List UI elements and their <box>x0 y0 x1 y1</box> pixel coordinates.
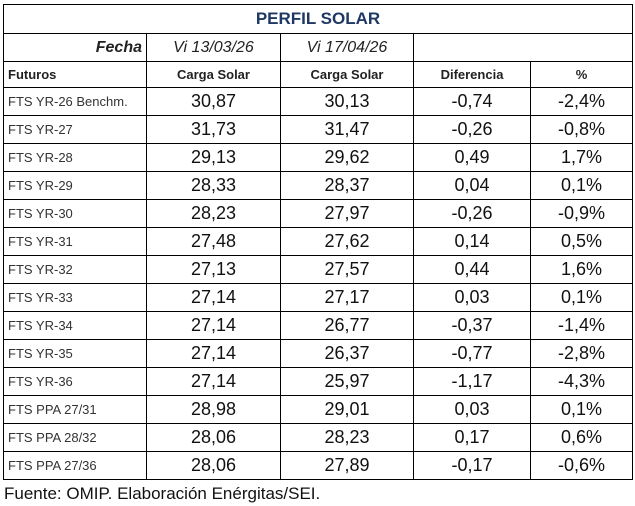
table-row: FTS YR-33 27,14 27,17 0,03 0,1% <box>3 283 634 312</box>
table-title: PERFIL SOLAR <box>2 4 634 34</box>
percent: -2,4% <box>529 87 634 116</box>
table-row: FTS YR-34 27,14 26,77 -0,37 -1,4% <box>3 311 634 340</box>
header-carga-2: Carga Solar <box>280 61 414 88</box>
percent: -0,9% <box>529 199 634 228</box>
futures-name: FTS PPA 28/32 <box>3 423 147 452</box>
carga-solar-1: 27,13 <box>146 255 281 284</box>
carga-solar-2: 30,13 <box>280 87 414 116</box>
diferencia: 0,44 <box>413 255 531 284</box>
percent: 0,5% <box>529 227 634 256</box>
futures-name: FTS YR-34 <box>3 311 147 340</box>
carga-solar-1: 27,14 <box>146 311 281 340</box>
carga-solar-2: 28,23 <box>280 423 414 452</box>
futures-name: FTS YR-36 <box>3 367 147 396</box>
diferencia: 0,03 <box>413 395 531 424</box>
carga-solar-2: 26,77 <box>280 311 414 340</box>
header-carga-1: Carga Solar <box>146 61 281 88</box>
carga-solar-1: 31,73 <box>146 115 281 144</box>
table-row: FTS YR-30 28,23 27,97 -0,26 -0,9% <box>3 199 634 228</box>
futures-name: FTS YR-28 <box>3 143 147 172</box>
table-row: FTS PPA 27/36 28,06 27,89 -0,17 -0,6% <box>3 451 634 480</box>
carga-solar-2: 27,57 <box>280 255 414 284</box>
futures-name: FTS PPA 27/31 <box>3 395 147 424</box>
carga-solar-1: 29,13 <box>146 143 281 172</box>
carga-solar-2: 29,01 <box>280 395 414 424</box>
percent: 1,6% <box>529 255 634 284</box>
header-futuros: Futuros <box>3 61 147 88</box>
diferencia: 0,04 <box>413 171 531 200</box>
carga-solar-2: 27,89 <box>280 451 414 480</box>
table-row: FTS YR-27 31,73 31,47 -0,26 -0,8% <box>3 115 634 144</box>
source-note: Fuente: OMIP. Elaboración Enérgitas/SEI. <box>4 484 321 503</box>
diferencia: -0,17 <box>413 451 531 480</box>
percent: -2,8% <box>529 339 634 368</box>
solar-profile-table: PERFIL SOLAR Fecha Vi 13/03/26 Vi 17/04/… <box>2 4 634 480</box>
futures-name: FTS YR-30 <box>3 199 147 228</box>
carga-solar-2: 28,37 <box>280 171 414 200</box>
carga-solar-1: 27,48 <box>146 227 281 256</box>
carga-solar-1: 28,06 <box>146 451 281 480</box>
percent: 0,1% <box>529 171 634 200</box>
percent: 0,1% <box>529 395 634 424</box>
carga-solar-1: 28,98 <box>146 395 281 424</box>
diferencia: 0,17 <box>413 423 531 452</box>
futures-name: FTS YR-31 <box>3 227 147 256</box>
futures-name: FTS YR-27 <box>3 115 147 144</box>
futures-name: FTS YR-32 <box>3 255 147 284</box>
table-row: FTS YR-32 27,13 27,57 0,44 1,6% <box>3 255 634 284</box>
percent: -0,6% <box>529 451 634 480</box>
carga-solar-1: 30,87 <box>146 87 281 116</box>
diferencia: 0,03 <box>413 283 531 312</box>
carga-solar-1: 27,14 <box>146 367 281 396</box>
table-row: FTS YR-36 27,14 25,97 -1,17 -4,3% <box>3 367 634 396</box>
carga-solar-2: 26,37 <box>280 339 414 368</box>
table-row: FTS YR-28 29,13 29,62 0,49 1,7% <box>3 143 634 172</box>
percent: -4,3% <box>529 367 634 396</box>
futures-name: FTS YR-35 <box>3 339 147 368</box>
diferencia: -0,77 <box>413 339 531 368</box>
table-row: FTS YR-29 28,33 28,37 0,04 0,1% <box>3 171 634 200</box>
diferencia: -0,74 <box>413 87 531 116</box>
carga-solar-1: 28,06 <box>146 423 281 452</box>
futures-name: FTS PPA 27/36 <box>3 451 147 480</box>
futures-name: FTS YR-29 <box>3 171 147 200</box>
percent: 0,6% <box>529 423 634 452</box>
fecha-label: Fecha <box>3 33 147 62</box>
diferencia: -0,26 <box>413 115 531 144</box>
table-row: FTS PPA 28/32 28,06 28,23 0,17 0,6% <box>3 423 634 452</box>
carga-solar-2: 27,62 <box>280 227 414 256</box>
diferencia: -0,26 <box>413 199 531 228</box>
carga-solar-2: 29,62 <box>280 143 414 172</box>
carga-solar-1: 27,14 <box>146 339 281 368</box>
table-row: FTS YR-35 27,14 26,37 -0,77 -2,8% <box>3 339 634 368</box>
carga-solar-2: 25,97 <box>280 367 414 396</box>
percent: -1,4% <box>529 311 634 340</box>
diferencia: 0,14 <box>413 227 531 256</box>
carga-solar-1: 28,33 <box>146 171 281 200</box>
carga-solar-2: 27,97 <box>280 199 414 228</box>
empty-cell <box>412 33 634 62</box>
futures-name: FTS YR-26 Benchm. <box>3 87 147 116</box>
diferencia: -1,17 <box>413 367 531 396</box>
percent: 0,1% <box>529 283 634 312</box>
carga-solar-1: 27,14 <box>146 283 281 312</box>
table-row: FTS YR-26 Benchm. 30,87 30,13 -0,74 -2,4% <box>3 87 634 116</box>
header-diferencia: Diferencia <box>413 61 531 88</box>
carga-solar-2: 27,17 <box>280 283 414 312</box>
carga-solar-2: 31,47 <box>280 115 414 144</box>
percent: -0,8% <box>529 115 634 144</box>
date-1: Vi 13/03/26 <box>146 33 281 62</box>
table-row: FTS PPA 27/31 28,98 29,01 0,03 0,1% <box>3 395 634 424</box>
futures-name: FTS YR-33 <box>3 283 147 312</box>
header-percent: % <box>529 61 634 88</box>
diferencia: 0,49 <box>413 143 531 172</box>
carga-solar-1: 28,23 <box>146 199 281 228</box>
table-row: FTS YR-31 27,48 27,62 0,14 0,5% <box>3 227 634 256</box>
diferencia: -0,37 <box>413 311 531 340</box>
date-2: Vi 17/04/26 <box>280 33 414 62</box>
percent: 1,7% <box>529 143 634 172</box>
